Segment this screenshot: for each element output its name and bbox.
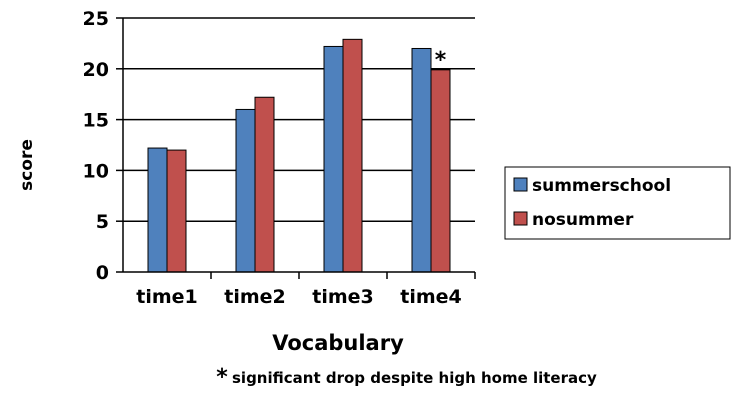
y-tick-label: 0 — [96, 262, 109, 284]
y-tick-label: 20 — [83, 59, 109, 81]
bar-summerschool-time3 — [323, 45, 344, 273]
y-tick-labels: 0 5 10 15 20 25 — [83, 8, 109, 284]
bar-summerschool-time1 — [147, 147, 168, 273]
annotation-star: * — [435, 48, 447, 73]
bar-summerschool-time4 — [411, 47, 432, 273]
legend-label-summerschool: summerschool — [532, 176, 671, 196]
footnote: * significant drop despite high home lit… — [216, 365, 597, 390]
bar-nosummer-time1 — [166, 149, 187, 273]
y-tick-label: 10 — [83, 160, 109, 182]
legend-box — [504, 166, 731, 240]
axes — [122, 18, 476, 279]
legend-label-nosummer: nosummer — [532, 210, 634, 230]
x-axis-title: Vocabulary — [272, 331, 404, 355]
x-tick-label: time2 — [224, 286, 286, 308]
y-tick-label: 5 — [96, 211, 109, 233]
x-tick-label: time4 — [400, 286, 462, 308]
bars — [147, 38, 451, 273]
legend-swatch-nosummer — [513, 211, 528, 226]
bar-nosummer-time2 — [254, 96, 275, 273]
footnote-marker: * — [216, 365, 228, 390]
bar-nosummer-time3 — [342, 38, 363, 273]
bar-nosummer-time4 — [430, 69, 451, 273]
y-tick-label: 25 — [83, 8, 109, 30]
x-tick-labels: time1 time2 time3 time4 — [136, 286, 462, 308]
legend: summerschool nosummer — [504, 166, 731, 240]
legend-swatch-summerschool — [513, 177, 528, 192]
y-axis-title: score — [17, 139, 37, 191]
footnote-text: significant drop despite high home liter… — [232, 369, 597, 387]
x-tick-label: time1 — [136, 286, 198, 308]
y-tick-label: 15 — [83, 110, 109, 132]
x-tick-label: time3 — [312, 286, 374, 308]
bar-summerschool-time2 — [235, 108, 256, 273]
